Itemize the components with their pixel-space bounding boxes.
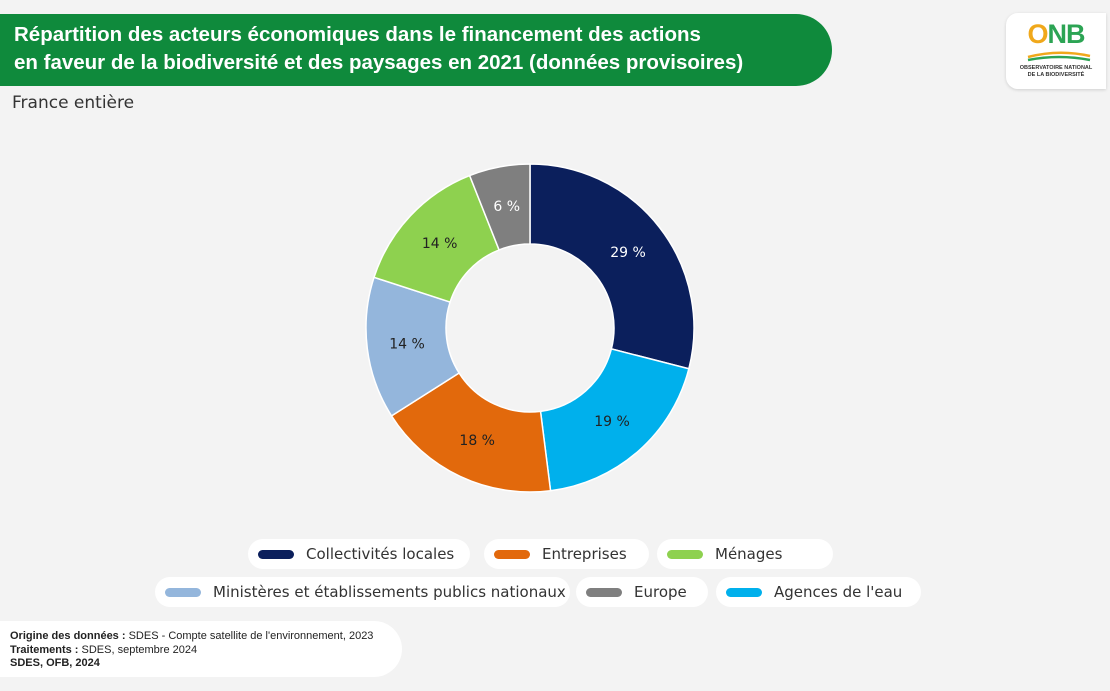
legend-item-collectivites-locales: Collectivités locales bbox=[248, 539, 470, 569]
legend-swatch bbox=[494, 549, 530, 559]
slice-label-2: 18 % bbox=[459, 433, 495, 449]
source-origin: Origine des données : SDES - Compte sate… bbox=[10, 630, 374, 642]
legend-swatch bbox=[165, 587, 201, 597]
chart-title-line-2: en faveur de la biodiversité et des pays… bbox=[14, 51, 744, 74]
legend-swatch bbox=[258, 549, 294, 559]
donut-slice-2 bbox=[390, 371, 552, 493]
slice-label-0: 29 % bbox=[610, 245, 646, 261]
legend-item-europe: Europe bbox=[576, 577, 708, 607]
slice-label-5: 6 % bbox=[493, 199, 520, 215]
slice-label-1: 19 % bbox=[594, 414, 630, 430]
legend-item-agences-de-l-eau: Agences de l'eau bbox=[716, 577, 921, 607]
legend-label: Ministères et établissements publics nat… bbox=[213, 583, 566, 601]
slice-label-3: 14 % bbox=[389, 337, 425, 353]
slice-label-4: 14 % bbox=[422, 236, 458, 252]
logo-tagline: OBSERVATOIRE NATIONAL DE LA BIODIVERSITÉ bbox=[1019, 65, 1093, 78]
source-footer: Origine des données : SDES - Compte sate… bbox=[0, 621, 402, 677]
donut-slice-5 bbox=[468, 163, 531, 251]
legend-item-ministeres: Ministères et établissements publics nat… bbox=[155, 577, 570, 607]
logo-swoosh-icon bbox=[1027, 51, 1091, 62]
legend-label: Entreprises bbox=[542, 545, 627, 563]
title-banner: Répartition des acteurs économiques dans… bbox=[0, 14, 832, 86]
legend-label: Collectivités locales bbox=[306, 545, 455, 563]
legend-swatch bbox=[726, 587, 762, 597]
source-treatment: Traitements : SDES, septembre 2024 bbox=[10, 643, 198, 656]
chart-title-line-1: Répartition des acteurs économiques dans… bbox=[14, 23, 701, 46]
chart-subtitle: France entière bbox=[12, 93, 135, 113]
legend-item-menages: Ménages bbox=[657, 539, 833, 569]
legend-label: Ménages bbox=[715, 545, 783, 563]
donut-slice-1 bbox=[539, 347, 690, 492]
legend-item-entreprises: Entreprises bbox=[484, 539, 649, 569]
legend-swatch bbox=[667, 549, 703, 559]
legend-label: Europe bbox=[634, 583, 687, 601]
donut-slice-0 bbox=[529, 163, 695, 370]
legend-swatch bbox=[586, 587, 622, 597]
source-credit: SDES, OFB, 2024 bbox=[10, 657, 100, 669]
logo-letters: ONB bbox=[1027, 19, 1085, 49]
legend-label: Agences de l'eau bbox=[774, 583, 903, 601]
onb-logo: ONB OBSERVATOIRE NATIONAL DE LA BIODIVER… bbox=[1006, 13, 1106, 89]
